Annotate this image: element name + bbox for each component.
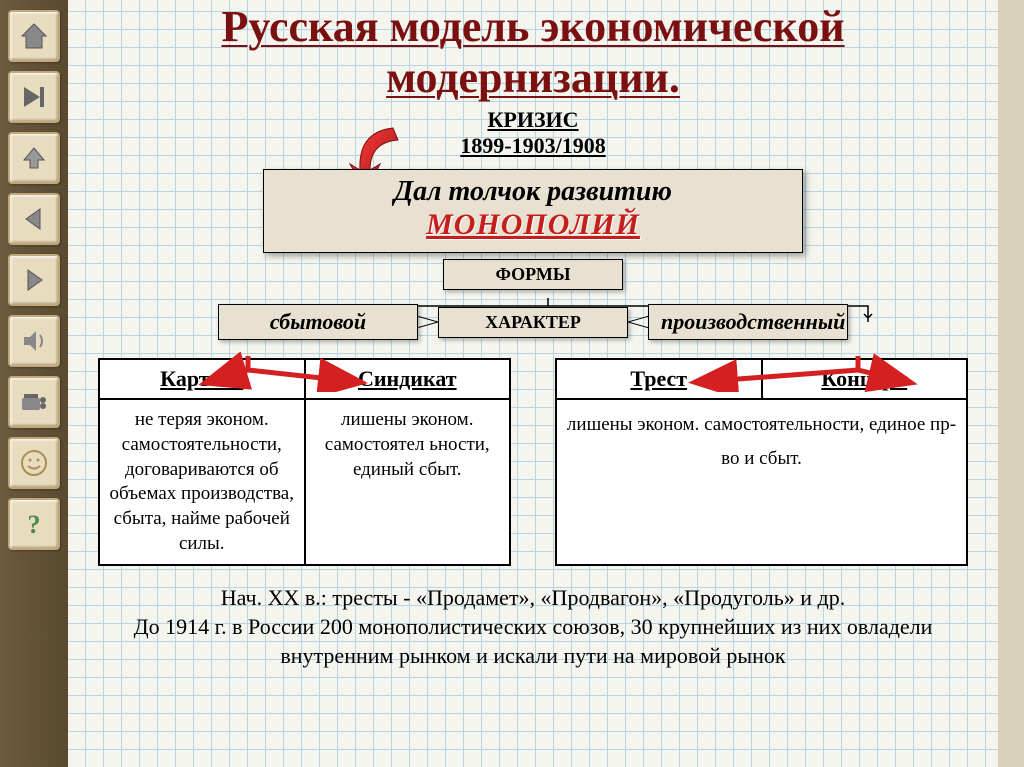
sound-icon[interactable] (8, 315, 60, 367)
home-icon[interactable] (8, 10, 60, 62)
production-label: производственный (648, 304, 848, 340)
monopoly-box: Дал толчок развитию МОНОПОЛИЙ (263, 169, 803, 253)
smile-icon[interactable] (8, 437, 60, 489)
svg-text:?: ? (28, 510, 41, 539)
crisis-label: КРИЗИС 1899-1903/1908 (68, 107, 998, 159)
sidebar: ? (0, 0, 68, 767)
trust-concern-desc: лишены эконом. самостоятельности, единое… (557, 400, 966, 484)
back-icon[interactable] (8, 193, 60, 245)
character-row: сбытовой ХАРАКТЕР производственный (108, 304, 958, 340)
up-icon[interactable] (8, 132, 60, 184)
character-label: ХАРАКТЕР (438, 307, 628, 338)
video-icon[interactable] (8, 376, 60, 428)
crisis-period: 1899-1903/1908 (460, 133, 605, 158)
sales-label: сбытовой (218, 304, 418, 340)
monopoly-text: МОНОПОЛИЙ (274, 208, 792, 242)
impulse-text: Дал толчок развитию (274, 176, 792, 208)
next-slide-icon[interactable] (8, 71, 60, 123)
forward-icon[interactable] (8, 254, 60, 306)
cartel-desc: не теряя эконом. самостоятельности, дого… (100, 400, 306, 564)
footer-line2: До 1914 г. в России 200 монополистически… (134, 614, 933, 668)
footer-line1: Нач. ХХ в.: тресты - «Продамет», «Продва… (221, 585, 845, 610)
footer-text: Нач. ХХ в.: тресты - «Продамет», «Продва… (122, 584, 944, 670)
slide-title: Русская модель экономической модернизаци… (108, 2, 958, 103)
syndicate-desc: лишены эконом. самостоятел ьности, едины… (306, 400, 510, 564)
crisis-text: КРИЗИС (487, 107, 578, 132)
slide-content: Русская модель экономической модернизаци… (68, 0, 1024, 767)
forms-label: ФОРМЫ (443, 259, 623, 290)
red-arrows (168, 352, 948, 392)
help-icon[interactable]: ? (8, 498, 60, 550)
